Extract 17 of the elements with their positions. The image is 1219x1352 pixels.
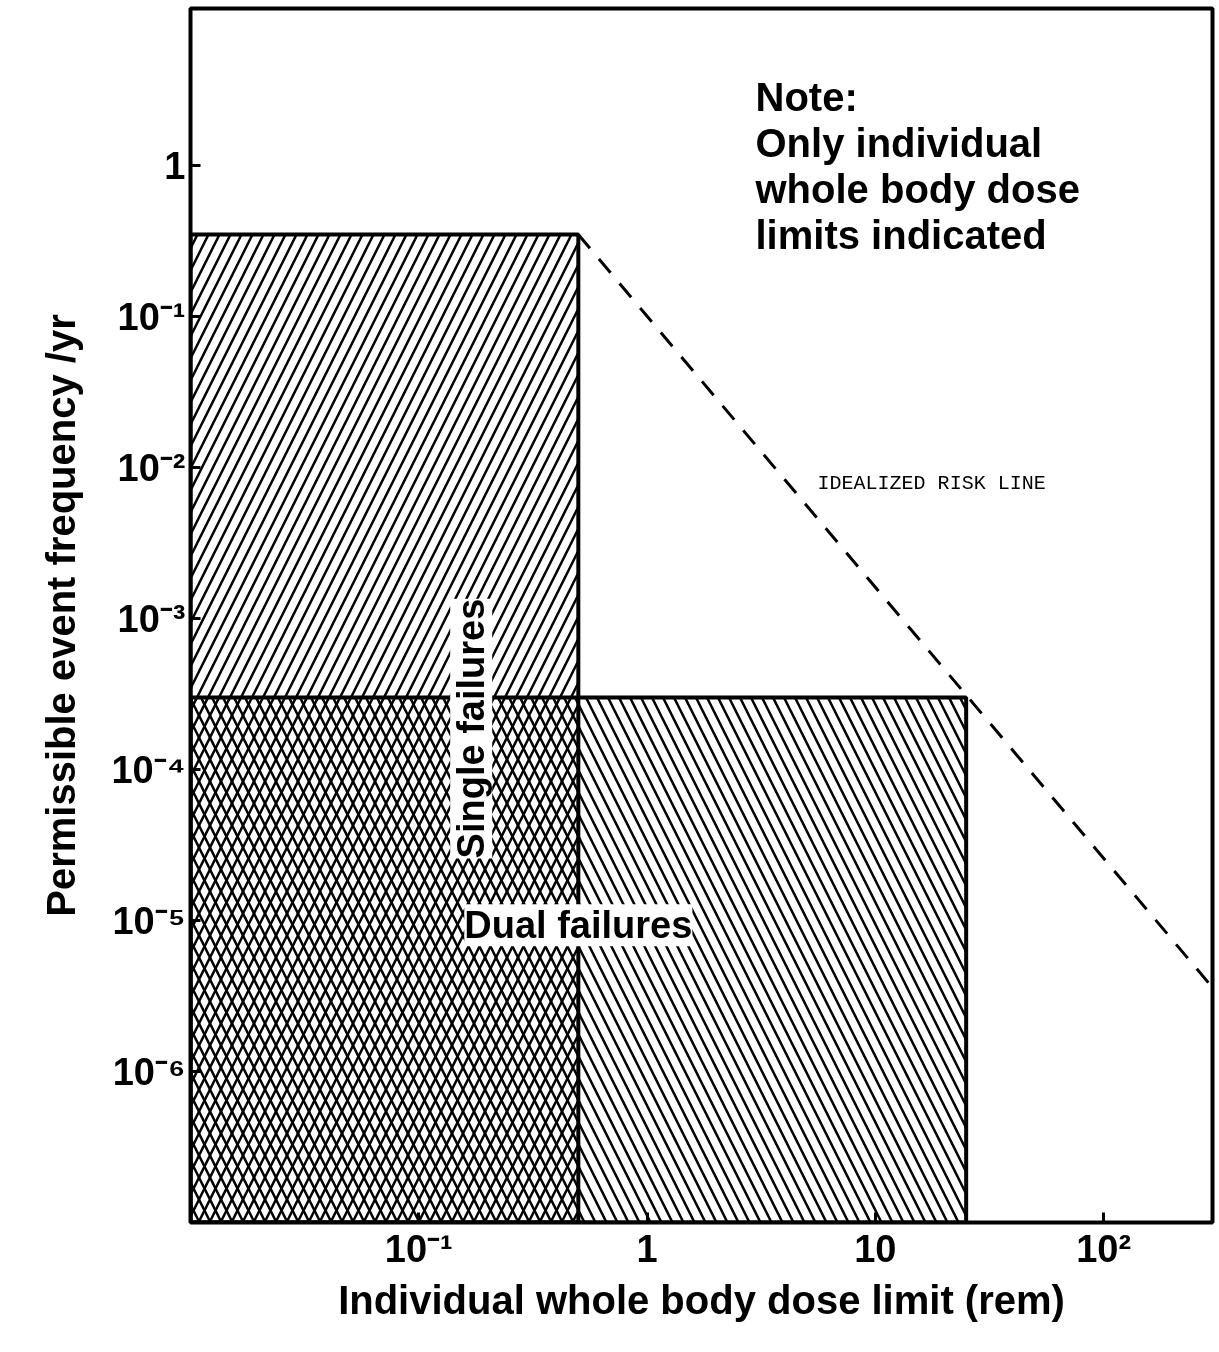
x-tick-label: 1 — [636, 1227, 658, 1270]
series-label: IDEALIZED RISK LINE — [817, 471, 1046, 495]
y-tick-label: 10⁻⁶ — [112, 1050, 186, 1093]
x-tick-label: 10² — [1076, 1227, 1132, 1270]
x-tick-label: 10 — [854, 1227, 897, 1270]
y-axis-title: Permissible event frequency /yr — [39, 314, 84, 917]
series-label: Single failures — [450, 598, 493, 859]
y-tick-label: 10⁻³ — [117, 597, 186, 640]
y-tick-label: 1 — [164, 144, 186, 187]
y-tick-label: 10⁻¹ — [117, 295, 186, 338]
x-tick-label: 10⁻¹ — [384, 1227, 453, 1270]
series-label: Dual failures — [464, 904, 693, 947]
y-tick-label: 10⁻² — [117, 446, 186, 489]
y-tick-label: 10⁻⁵ — [112, 899, 186, 942]
y-tick-label: 10⁻⁴ — [111, 748, 186, 791]
annotation: Note: Only individual whole body dose limits indicated — [754, 74, 1080, 258]
x-axis-title: Individual whole body dose limit (rem) — [338, 1277, 1065, 1322]
